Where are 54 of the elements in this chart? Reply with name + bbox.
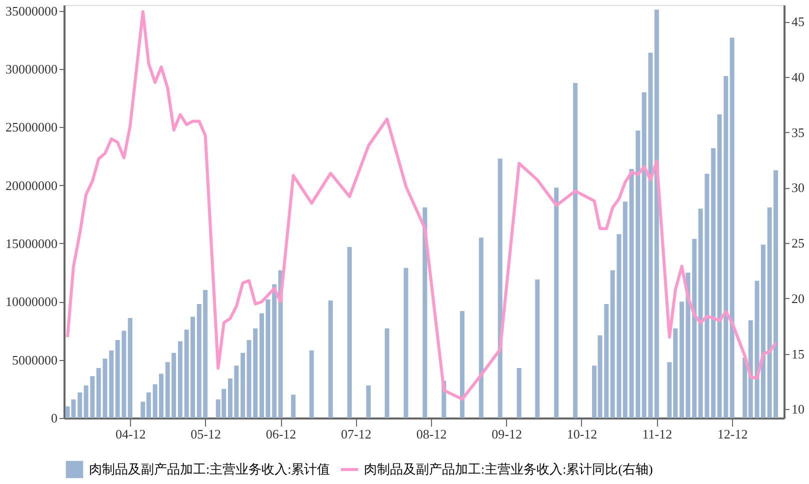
bar [498,158,502,418]
bar [680,302,684,418]
bar [309,350,314,418]
bar [478,238,484,418]
y2-tick-label: 15 [792,346,804,362]
y-tick-label: 15000000 [6,236,58,251]
line-series [66,10,778,401]
x-tick-label: 08-12 [416,426,447,442]
y-tick-label: 35000000 [6,3,58,18]
x-tick-label: 12-12 [717,426,748,442]
y-tick-label: 20000000 [6,178,58,193]
y-tick-label: 10000000 [6,294,58,310]
bar [730,38,734,418]
y2-tick-label: 40 [792,69,804,84]
bar [272,284,277,418]
x-tick-label: 04-12 [115,426,146,442]
legend-label: 肉制品及副产品加工:主营业务收入:累计值 [89,462,330,476]
y2-tick-label: 35 [792,124,804,140]
y-tick-label: 30000000 [6,61,58,76]
bar [328,300,333,418]
bar [422,207,428,418]
bar [178,341,182,418]
bar [291,394,296,418]
legend-label: 肉制品及副产品加工:主营业务收入:累计同比(右轴) [364,462,653,476]
x-tick-label: 07-12 [341,426,372,442]
bar [384,328,390,418]
y-tick-label: 5000000 [12,352,58,368]
y-tick-label: 0 [51,410,58,426]
bar [109,350,114,418]
x-tick-label: 06-12 [266,426,296,442]
bar [78,392,82,418]
bar [516,368,522,418]
bar [128,318,132,418]
bar [347,246,352,418]
bar [404,268,408,418]
bar [253,328,258,418]
x-tick-label: 05-12 [190,426,221,442]
x-tick-label: 11-12 [642,426,672,442]
bar [622,202,628,418]
bar [642,92,646,418]
y2-tick-label: 30 [792,180,804,196]
y-tick-label: 25000000 [6,120,58,135]
y2-tick-label: 25 [792,236,804,251]
bar [460,310,464,418]
bar [711,148,716,418]
y2-tick-label: 10 [792,402,804,417]
x-tick-label: 10-12 [566,426,598,442]
x-tick-label: 09-12 [492,426,522,442]
bar [554,188,559,418]
y2-tick-label: 20 [792,290,804,306]
y2-tick-label: 45 [792,14,804,30]
bar [366,385,371,418]
bar [573,82,578,418]
bar [535,280,540,418]
